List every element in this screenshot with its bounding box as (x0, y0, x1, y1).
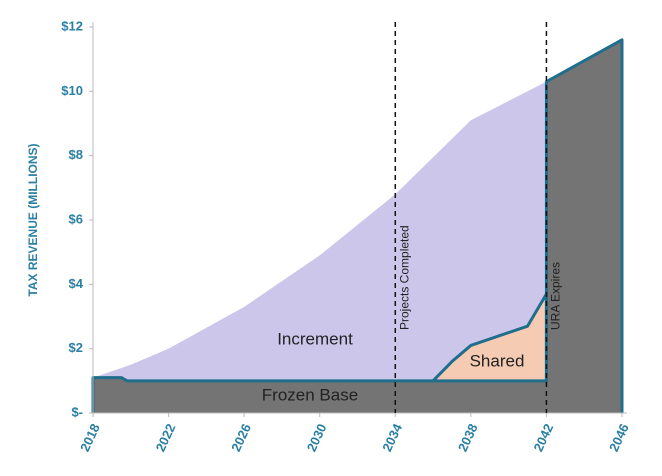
annotation-label: URA Expires (549, 262, 563, 330)
x-tick-label: 2038 (455, 421, 481, 454)
area-label: Increment (277, 329, 353, 348)
y-tick-label: $8 (69, 147, 83, 162)
y-tick-label: $4 (69, 276, 84, 291)
x-tick-label: 2030 (304, 421, 330, 454)
y-tick-label: $12 (61, 18, 83, 33)
x-tick-label: 2022 (153, 421, 179, 454)
y-axis-label: TAX REVENUE (MILLIONS) (26, 143, 40, 296)
annotation-label: Projects Completed (397, 225, 411, 330)
area-outline (91, 38, 624, 413)
area-label: Shared (470, 351, 525, 370)
x-tick-label: 2034 (379, 421, 405, 454)
area (93, 39, 622, 413)
x-tick-label: 2026 (228, 421, 254, 454)
x-tick-label: 2018 (77, 421, 103, 454)
y-tick-label: $10 (61, 83, 83, 98)
x-tick-label: 2042 (530, 421, 556, 454)
x-tick-label: 2046 (606, 421, 632, 454)
y-tick-label: $- (71, 404, 83, 419)
y-tick-label: $2 (69, 340, 83, 355)
y-tick-label: $6 (69, 211, 83, 226)
area-label: Frozen Base (262, 385, 358, 404)
area (93, 39, 622, 413)
